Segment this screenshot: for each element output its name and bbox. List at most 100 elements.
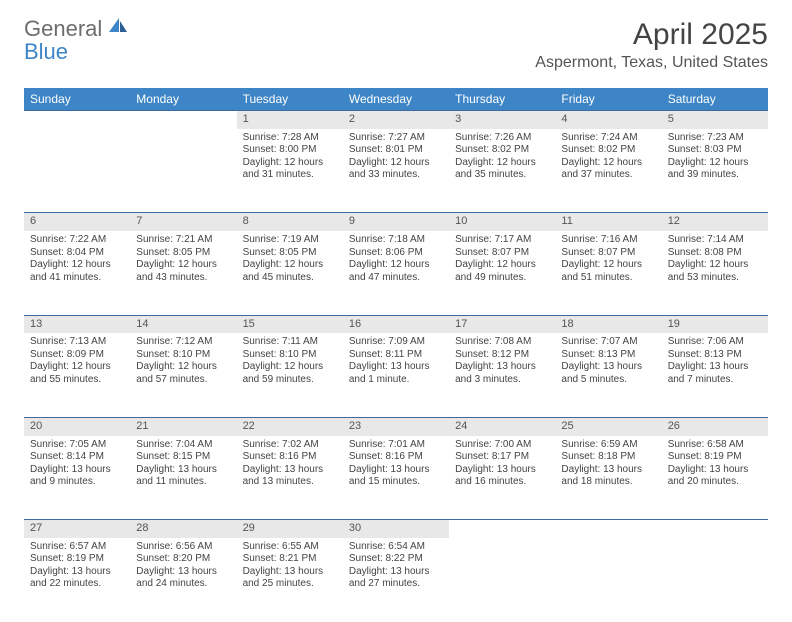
sunset-line: Sunset: 8:05 PM — [136, 247, 230, 260]
content-row: Sunrise: 6:57 AMSunset: 8:19 PMDaylight:… — [24, 538, 768, 622]
daynum-row: 13141516171819 — [24, 315, 768, 333]
day-content-cell: Sunrise: 7:09 AMSunset: 8:11 PMDaylight:… — [343, 333, 449, 417]
day-number-cell: 27 — [24, 520, 130, 538]
daylight-line-2: and 1 minute. — [349, 374, 443, 387]
weekday-header: Friday — [555, 88, 661, 111]
empty-cell — [130, 129, 236, 213]
day-content-cell: Sunrise: 6:56 AMSunset: 8:20 PMDaylight:… — [130, 538, 236, 622]
day-content-cell: Sunrise: 7:19 AMSunset: 8:05 PMDaylight:… — [237, 231, 343, 315]
sunrise-line: Sunrise: 7:18 AM — [349, 234, 443, 247]
day-number-cell: 18 — [555, 315, 661, 333]
daylight-line-1: Daylight: 13 hours — [668, 361, 762, 374]
sunrise-line: Sunrise: 7:06 AM — [668, 336, 762, 349]
day-number-cell: 19 — [662, 315, 768, 333]
daylight-line-2: and 16 minutes. — [455, 476, 549, 489]
month-title: April 2025 — [535, 18, 768, 52]
calendar-table: SundayMondayTuesdayWednesdayThursdayFrid… — [24, 88, 768, 622]
logo-text-blue: Blue — [24, 41, 129, 63]
day-content-cell: Sunrise: 7:02 AMSunset: 8:16 PMDaylight:… — [237, 436, 343, 520]
daylight-line-1: Daylight: 13 hours — [349, 566, 443, 579]
daylight-line-2: and 11 minutes. — [136, 476, 230, 489]
day-number-cell: 7 — [130, 213, 236, 231]
sunrise-line: Sunrise: 6:56 AM — [136, 541, 230, 554]
daylight-line-2: and 37 minutes. — [561, 169, 655, 182]
empty-cell — [24, 111, 130, 129]
day-content-cell: Sunrise: 7:22 AMSunset: 8:04 PMDaylight:… — [24, 231, 130, 315]
daylight-line-2: and 35 minutes. — [455, 169, 549, 182]
day-number-cell: 17 — [449, 315, 555, 333]
weekday-header: Thursday — [449, 88, 555, 111]
header: General Blue April 2025 Aspermont, Texas… — [0, 0, 792, 80]
day-content-cell: Sunrise: 7:08 AMSunset: 8:12 PMDaylight:… — [449, 333, 555, 417]
sunset-line: Sunset: 8:00 PM — [243, 144, 337, 157]
empty-cell — [555, 520, 661, 538]
day-number-cell: 23 — [343, 417, 449, 435]
daylight-line-1: Daylight: 13 hours — [243, 464, 337, 477]
day-content-cell: Sunrise: 6:54 AMSunset: 8:22 PMDaylight:… — [343, 538, 449, 622]
daylight-line-1: Daylight: 13 hours — [136, 464, 230, 477]
day-content-cell: Sunrise: 7:06 AMSunset: 8:13 PMDaylight:… — [662, 333, 768, 417]
sunrise-line: Sunrise: 7:14 AM — [668, 234, 762, 247]
day-content-cell: Sunrise: 7:17 AMSunset: 8:07 PMDaylight:… — [449, 231, 555, 315]
calendar-head: SundayMondayTuesdayWednesdayThursdayFrid… — [24, 88, 768, 111]
daynum-row: 12345 — [24, 111, 768, 129]
day-content-cell: Sunrise: 7:00 AMSunset: 8:17 PMDaylight:… — [449, 436, 555, 520]
sunset-line: Sunset: 8:16 PM — [349, 451, 443, 464]
title-block: April 2025 Aspermont, Texas, United Stat… — [535, 18, 768, 72]
sunset-line: Sunset: 8:20 PM — [136, 553, 230, 566]
daylight-line-1: Daylight: 13 hours — [561, 361, 655, 374]
daynum-row: 20212223242526 — [24, 417, 768, 435]
sunrise-line: Sunrise: 6:54 AM — [349, 541, 443, 554]
sunset-line: Sunset: 8:02 PM — [561, 144, 655, 157]
daylight-line-1: Daylight: 12 hours — [349, 157, 443, 170]
daylight-line-1: Daylight: 12 hours — [668, 259, 762, 272]
daylight-line-2: and 13 minutes. — [243, 476, 337, 489]
day-number-cell: 1 — [237, 111, 343, 129]
day-content-cell: Sunrise: 7:26 AMSunset: 8:02 PMDaylight:… — [449, 129, 555, 213]
sunset-line: Sunset: 8:04 PM — [30, 247, 124, 260]
logo-sail-icon — [109, 18, 129, 39]
sunset-line: Sunset: 8:16 PM — [243, 451, 337, 464]
sunrise-line: Sunrise: 7:08 AM — [455, 336, 549, 349]
daylight-line-1: Daylight: 12 hours — [668, 157, 762, 170]
day-content-cell: Sunrise: 7:11 AMSunset: 8:10 PMDaylight:… — [237, 333, 343, 417]
day-number-cell: 29 — [237, 520, 343, 538]
day-content-cell: Sunrise: 7:21 AMSunset: 8:05 PMDaylight:… — [130, 231, 236, 315]
logo: General Blue — [24, 18, 129, 63]
sunset-line: Sunset: 8:01 PM — [349, 144, 443, 157]
day-number-cell: 15 — [237, 315, 343, 333]
daylight-line-1: Daylight: 12 hours — [243, 259, 337, 272]
sunset-line: Sunset: 8:10 PM — [243, 349, 337, 362]
daylight-line-2: and 53 minutes. — [668, 272, 762, 285]
daylight-line-1: Daylight: 13 hours — [30, 464, 124, 477]
day-number-cell: 9 — [343, 213, 449, 231]
sunrise-line: Sunrise: 7:01 AM — [349, 439, 443, 452]
daylight-line-1: Daylight: 12 hours — [455, 259, 549, 272]
daylight-line-2: and 20 minutes. — [668, 476, 762, 489]
sunrise-line: Sunrise: 6:59 AM — [561, 439, 655, 452]
day-number-cell: 30 — [343, 520, 449, 538]
weekday-header: Tuesday — [237, 88, 343, 111]
daylight-line-2: and 33 minutes. — [349, 169, 443, 182]
empty-cell — [449, 520, 555, 538]
daylight-line-2: and 18 minutes. — [561, 476, 655, 489]
day-number-cell: 11 — [555, 213, 661, 231]
sunset-line: Sunset: 8:07 PM — [455, 247, 549, 260]
sunset-line: Sunset: 8:19 PM — [30, 553, 124, 566]
sunset-line: Sunset: 8:19 PM — [668, 451, 762, 464]
sunset-line: Sunset: 8:06 PM — [349, 247, 443, 260]
sunrise-line: Sunrise: 7:07 AM — [561, 336, 655, 349]
empty-cell — [662, 520, 768, 538]
empty-cell — [555, 538, 661, 622]
day-number-cell: 21 — [130, 417, 236, 435]
daylight-line-2: and 41 minutes. — [30, 272, 124, 285]
daylight-line-2: and 59 minutes. — [243, 374, 337, 387]
daylight-line-1: Daylight: 13 hours — [243, 566, 337, 579]
weekday-header: Sunday — [24, 88, 130, 111]
empty-cell — [662, 538, 768, 622]
content-row: Sunrise: 7:05 AMSunset: 8:14 PMDaylight:… — [24, 436, 768, 520]
daylight-line-2: and 31 minutes. — [243, 169, 337, 182]
daynum-row: 27282930 — [24, 520, 768, 538]
daylight-line-2: and 3 minutes. — [455, 374, 549, 387]
daylight-line-2: and 15 minutes. — [349, 476, 443, 489]
